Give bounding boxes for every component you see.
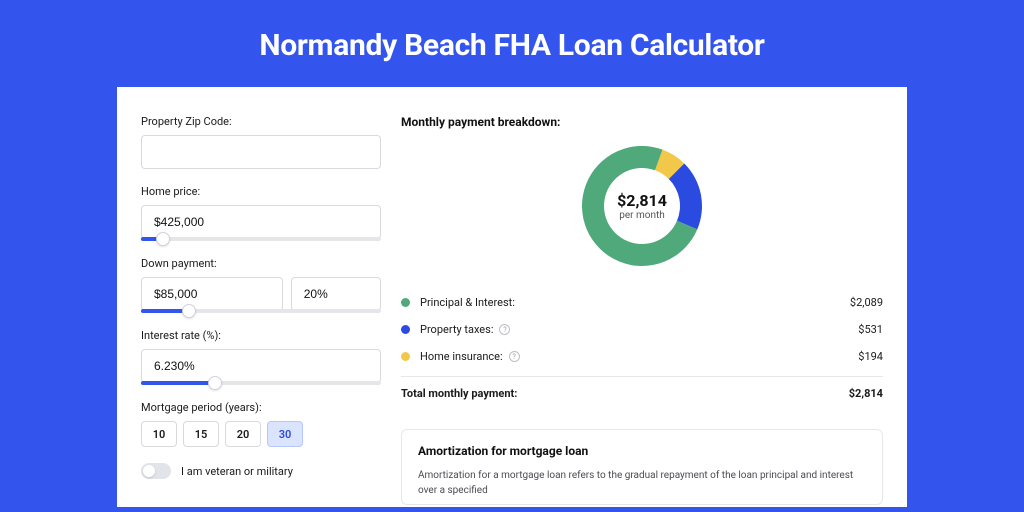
home-price-block: Home price: [141, 185, 381, 241]
legend-dot [401, 325, 410, 334]
breakdown-row-label: Property taxes:? [420, 323, 858, 336]
zip-field-block: Property Zip Code: [141, 115, 381, 169]
breakdown-column: Monthly payment breakdown: $2,814 per mo… [401, 115, 883, 507]
breakdown-row: Principal & Interest:$2,089 [401, 289, 883, 316]
amortization-title: Amortization for mortgage loan [418, 444, 866, 458]
legend-dot [401, 352, 410, 361]
veteran-toggle-row: I am veteran or military [141, 463, 381, 479]
zip-input[interactable] [141, 135, 381, 169]
legend-dot [401, 298, 410, 307]
breakdown-total-label: Total monthly payment: [401, 387, 849, 400]
home-price-label: Home price: [141, 185, 381, 198]
interest-rate-slider-fill [141, 381, 215, 385]
home-price-slider[interactable] [141, 237, 381, 241]
down-payment-block: Down payment: [141, 257, 381, 313]
interest-rate-label: Interest rate (%): [141, 329, 381, 342]
breakdown-total-row: Total monthly payment: $2,814 [401, 376, 883, 407]
interest-rate-block: Interest rate (%): [141, 329, 381, 385]
donut-chart: $2,814 per month [577, 141, 707, 271]
donut-center: $2,814 per month [617, 191, 667, 221]
breakdown-title: Monthly payment breakdown: [401, 115, 883, 129]
home-price-input[interactable] [141, 205, 381, 239]
zip-label: Property Zip Code: [141, 115, 381, 128]
mortgage-period-options: 10152030 [141, 421, 381, 447]
interest-rate-input[interactable] [141, 349, 381, 383]
veteran-toggle[interactable] [141, 463, 171, 479]
page-title: Normandy Beach FHA Loan Calculator [0, 0, 1024, 87]
breakdown-row-label: Home insurance:? [420, 350, 858, 363]
interest-rate-slider-thumb[interactable] [208, 376, 222, 390]
breakdown-list: Principal & Interest:$2,089Property taxe… [401, 289, 883, 370]
breakdown-row: Property taxes:?$531 [401, 316, 883, 343]
down-payment-slider-thumb[interactable] [182, 304, 196, 318]
donut-amount: $2,814 [617, 191, 667, 210]
calculator-panel: Property Zip Code: Home price: Down paym… [117, 87, 907, 507]
down-payment-input[interactable] [141, 277, 283, 311]
home-price-slider-thumb[interactable] [156, 232, 170, 246]
veteran-toggle-label: I am veteran or military [181, 465, 293, 478]
period-option-30[interactable]: 30 [267, 421, 303, 447]
form-column: Property Zip Code: Home price: Down paym… [141, 115, 381, 507]
period-option-15[interactable]: 15 [183, 421, 219, 447]
down-payment-pct-input[interactable] [291, 277, 381, 311]
info-icon[interactable]: ? [499, 324, 510, 335]
breakdown-row-value: $194 [858, 350, 883, 363]
amortization-text: Amortization for a mortgage loan refers … [418, 468, 866, 498]
down-payment-label: Down payment: [141, 257, 381, 270]
breakdown-row-label: Principal & Interest: [420, 296, 850, 309]
period-option-20[interactable]: 20 [225, 421, 261, 447]
amortization-box: Amortization for mortgage loan Amortizat… [401, 429, 883, 505]
breakdown-row-value: $2,089 [850, 296, 883, 309]
donut-period-label: per month [617, 210, 667, 221]
mortgage-period-block: Mortgage period (years): 10152030 [141, 401, 381, 447]
breakdown-row-value: $531 [858, 323, 883, 336]
mortgage-period-label: Mortgage period (years): [141, 401, 381, 414]
period-option-10[interactable]: 10 [141, 421, 177, 447]
interest-rate-slider[interactable] [141, 381, 381, 385]
breakdown-total-value: $2,814 [849, 387, 883, 400]
breakdown-row: Home insurance:?$194 [401, 343, 883, 370]
info-icon[interactable]: ? [509, 351, 520, 362]
down-payment-slider[interactable] [141, 309, 381, 313]
donut-chart-wrap: $2,814 per month [401, 141, 883, 271]
